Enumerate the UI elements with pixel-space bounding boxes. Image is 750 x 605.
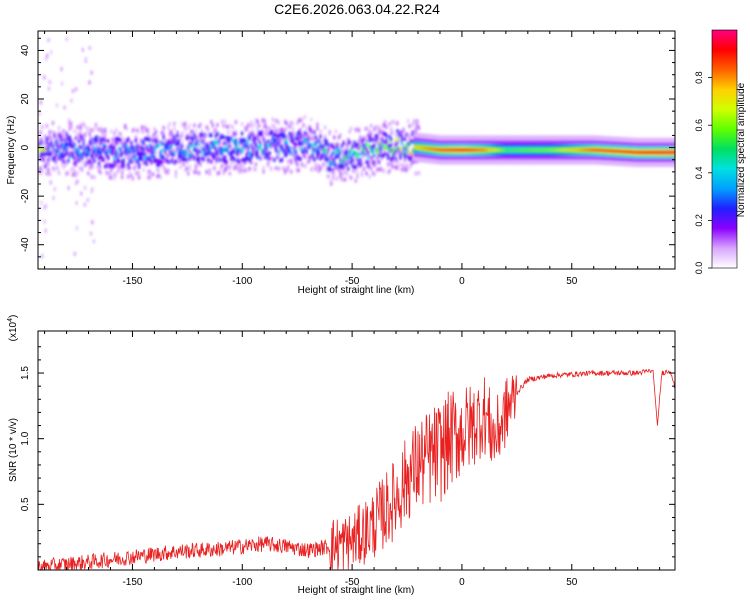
spectrogram-x-tick-label: 0	[459, 276, 465, 287]
spectrogram-cells	[38, 37, 675, 259]
spectrogram-y-tick-label: 20	[20, 93, 31, 105]
spectrogram-x-tick-label: -50	[345, 276, 360, 287]
colorbar-tick-label: 0.8	[694, 71, 704, 84]
snr-y-tick-label: 1.0	[20, 431, 31, 445]
spectrogram-x-tick-label: 50	[566, 276, 578, 287]
colorbar-label: Normalized spectral amplitude	[736, 82, 747, 217]
snr-y-tick-label: 0.5	[20, 497, 31, 511]
snr-x-tick-label: -100	[232, 577, 252, 588]
snr-x-tick-label: 0	[459, 577, 465, 588]
snr-ticks: -150 -100 -50 0 50 0.5 1.0 1.5	[20, 331, 675, 588]
colorbar-tick-label: 0.4	[694, 167, 704, 180]
snr-x-tick-label: 50	[566, 577, 578, 588]
spectrogram-frame	[37, 30, 676, 270]
colorbar-tick-label: 0.6	[694, 119, 704, 132]
spectrogram-y-tick-label: 40	[20, 44, 31, 56]
snr-frame	[37, 330, 676, 571]
colorbar-tick-label: 0.0	[694, 262, 704, 275]
figure-title: C2E6.2026.063.04.22.R24	[274, 1, 440, 17]
spectrogram-x-label: Height of straight line (km)	[298, 285, 415, 296]
colorbar-ticks: 0.0 0.2 0.4 0.6 0.8	[694, 71, 712, 274]
spectrogram-panel: -150 -100 -50 0 50 -40 -20 0 20 40 Height of stra…	[6, 30, 676, 296]
snr-y-label: SNR (10 * v/v)	[8, 418, 19, 482]
colorbar-tick-label: 0.2	[694, 214, 704, 227]
snr-series-line	[38, 368, 675, 570]
snr-x-label: Height of straight line (km)	[298, 585, 415, 596]
spectrogram-x-tick-label: -100	[232, 276, 252, 287]
spectrogram-y-label: Frequency (Hz)	[6, 116, 17, 185]
spectrogram-x-tick-label: -150	[122, 276, 142, 287]
spectrogram-y-tick-label: -20	[20, 188, 31, 203]
snr-x-tick-label: -50	[345, 577, 360, 588]
snr-panel: -150 -100 -50 0 50 0.5 1.0 1.5 Height of straig…	[7, 315, 676, 596]
spectrogram-heatmap	[38, 37, 675, 259]
snr-x-tick-label: -150	[122, 577, 142, 588]
spectrogram-y-tick-label: -40	[20, 237, 31, 252]
spectrogram-ticks: -150 -100 -50 0 50 -40 -20 0 20 40	[20, 31, 675, 287]
colorbar-gradient	[711, 29, 738, 269]
spectrogram-y-tick-label: 0	[20, 144, 31, 150]
colorbar: 0.0 0.2 0.4 0.6 0.8 Normalized spectral ampl…	[694, 29, 747, 274]
snr-y-tick-label: 1.5	[20, 366, 31, 380]
snr-y-multiplier: (x104)	[7, 315, 19, 342]
